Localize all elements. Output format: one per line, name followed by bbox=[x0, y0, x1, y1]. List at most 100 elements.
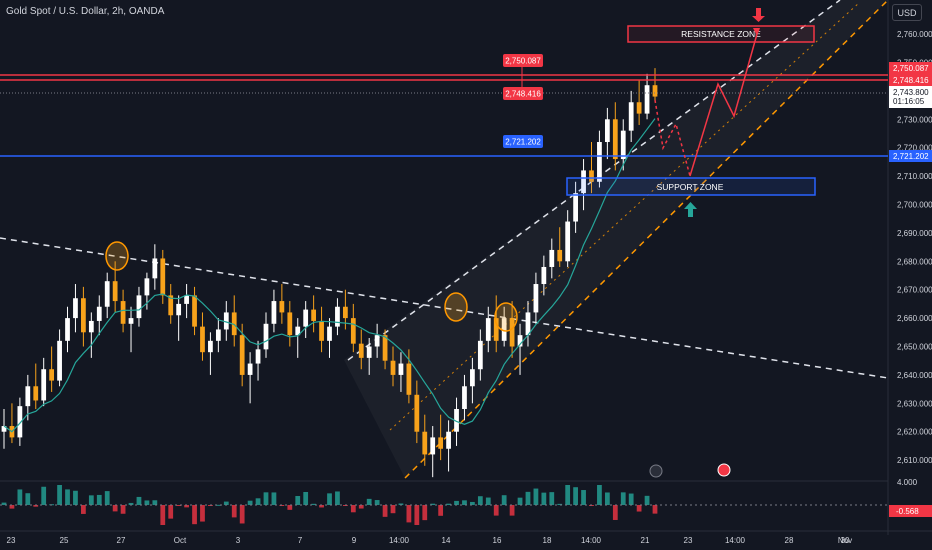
candle-body bbox=[239, 335, 245, 375]
indicator-bar bbox=[144, 500, 150, 505]
indicator-bar bbox=[255, 498, 261, 505]
candle-body bbox=[335, 306, 340, 327]
candle-body bbox=[88, 320, 94, 333]
indicator-bar bbox=[454, 500, 459, 505]
indicator-bar bbox=[382, 505, 388, 517]
indicator-bar bbox=[152, 500, 158, 505]
indicator-bar bbox=[628, 493, 634, 505]
support-arrow-head bbox=[684, 202, 697, 209]
indicator-bar bbox=[636, 505, 642, 512]
indicator-bar bbox=[327, 493, 332, 505]
resistance-arrow-head bbox=[752, 16, 765, 22]
candle-body bbox=[144, 278, 150, 296]
support-zone-box bbox=[566, 177, 816, 196]
indicator-bar bbox=[128, 502, 134, 505]
candle-body bbox=[470, 369, 475, 387]
candle-body bbox=[208, 340, 213, 353]
y-tick-label: 2,610.000 bbox=[897, 456, 932, 465]
indicator-bar bbox=[414, 505, 420, 525]
indicator-bar bbox=[25, 493, 31, 505]
indicator-bar bbox=[168, 505, 174, 519]
chart-tag-resistance-2: 2,748.416 bbox=[505, 90, 541, 99]
y-tick-label: 2,670.000 bbox=[897, 286, 932, 295]
x-tick-label: 21 bbox=[641, 536, 650, 545]
indicator-bar bbox=[303, 491, 309, 505]
indicator-bar bbox=[81, 505, 86, 514]
indicator-bar bbox=[231, 505, 237, 518]
indicator-bar bbox=[446, 503, 451, 505]
indicator-bar bbox=[644, 495, 650, 505]
candle-body bbox=[454, 408, 459, 432]
indicator-bar bbox=[88, 495, 94, 505]
candle-body bbox=[25, 386, 31, 407]
currency-selector[interactable]: USD bbox=[892, 4, 922, 21]
indicator-bar bbox=[462, 500, 467, 505]
candle-body bbox=[549, 249, 555, 267]
candle-body bbox=[509, 318, 515, 347]
axis-label-last-bg bbox=[889, 86, 932, 108]
y-tick-label: 2,700.000 bbox=[897, 200, 932, 209]
x-tick-label: 23 bbox=[684, 536, 693, 545]
candle-body bbox=[581, 170, 586, 194]
x-tick-label: 25 bbox=[60, 536, 69, 545]
candle-body bbox=[1, 426, 7, 432]
indicator-bar bbox=[215, 504, 221, 506]
indicator-bar bbox=[604, 492, 610, 505]
candle-body bbox=[636, 102, 642, 114]
candle-body bbox=[382, 335, 388, 361]
candle-body bbox=[612, 119, 618, 160]
axis-label-resistance-2: 2,748.416 bbox=[893, 76, 929, 85]
indicator-bar bbox=[581, 490, 586, 505]
candle-body bbox=[628, 102, 634, 131]
resistance-zone-box bbox=[627, 25, 815, 43]
indicator-bar bbox=[509, 505, 515, 516]
x-tick-label: 14:00 bbox=[389, 536, 410, 545]
axis-label-support-bg bbox=[889, 150, 932, 162]
candle-body bbox=[327, 326, 332, 341]
axis-label-countdown: 01:16:05 bbox=[893, 97, 925, 106]
candle-body bbox=[81, 298, 86, 333]
candle-body bbox=[644, 85, 650, 114]
candle-body bbox=[573, 193, 578, 222]
indicator-bar bbox=[358, 505, 364, 509]
projection-path bbox=[689, 33, 758, 177]
axis-label-resistance-2-bg bbox=[889, 74, 932, 86]
indicator-bar bbox=[247, 500, 253, 505]
candle-body bbox=[311, 309, 317, 321]
candle-body bbox=[215, 329, 221, 341]
candle-body bbox=[589, 170, 594, 182]
candle-body bbox=[541, 266, 547, 285]
indicator-bar bbox=[192, 505, 197, 525]
y-tick-label: 2,650.000 bbox=[897, 343, 932, 352]
candle-body bbox=[192, 295, 197, 327]
indicator-bar bbox=[350, 505, 356, 513]
indicator-bar bbox=[112, 505, 118, 512]
indicator-bar bbox=[422, 505, 428, 521]
candle-body bbox=[525, 312, 531, 336]
candle-body bbox=[597, 142, 602, 182]
candle-body bbox=[287, 312, 293, 336]
indicator-bar bbox=[477, 496, 483, 505]
candle-body bbox=[295, 326, 301, 336]
candle-body bbox=[120, 301, 126, 324]
candle-body bbox=[438, 437, 444, 449]
x-tick-label: 23 bbox=[7, 536, 16, 545]
y-tick-label: 2,760.000 bbox=[897, 30, 932, 39]
candle-body bbox=[112, 281, 118, 302]
candle-body bbox=[247, 363, 253, 375]
x-tick-label: 16 bbox=[493, 536, 502, 545]
indicator-bar bbox=[493, 505, 499, 516]
indicator-bar bbox=[565, 485, 571, 505]
candle-body bbox=[223, 312, 229, 330]
candle-body bbox=[390, 360, 396, 375]
flag-icon bbox=[717, 463, 731, 477]
candle-body bbox=[350, 318, 356, 344]
resistance-zone-label: RESISTANCE ZONE bbox=[681, 29, 761, 39]
indicator-bar bbox=[319, 505, 324, 508]
candle-body bbox=[303, 309, 309, 327]
candle-body bbox=[49, 369, 55, 381]
candle-body bbox=[57, 340, 62, 381]
swing-high-marker bbox=[494, 302, 518, 332]
candle-body bbox=[184, 295, 189, 304]
